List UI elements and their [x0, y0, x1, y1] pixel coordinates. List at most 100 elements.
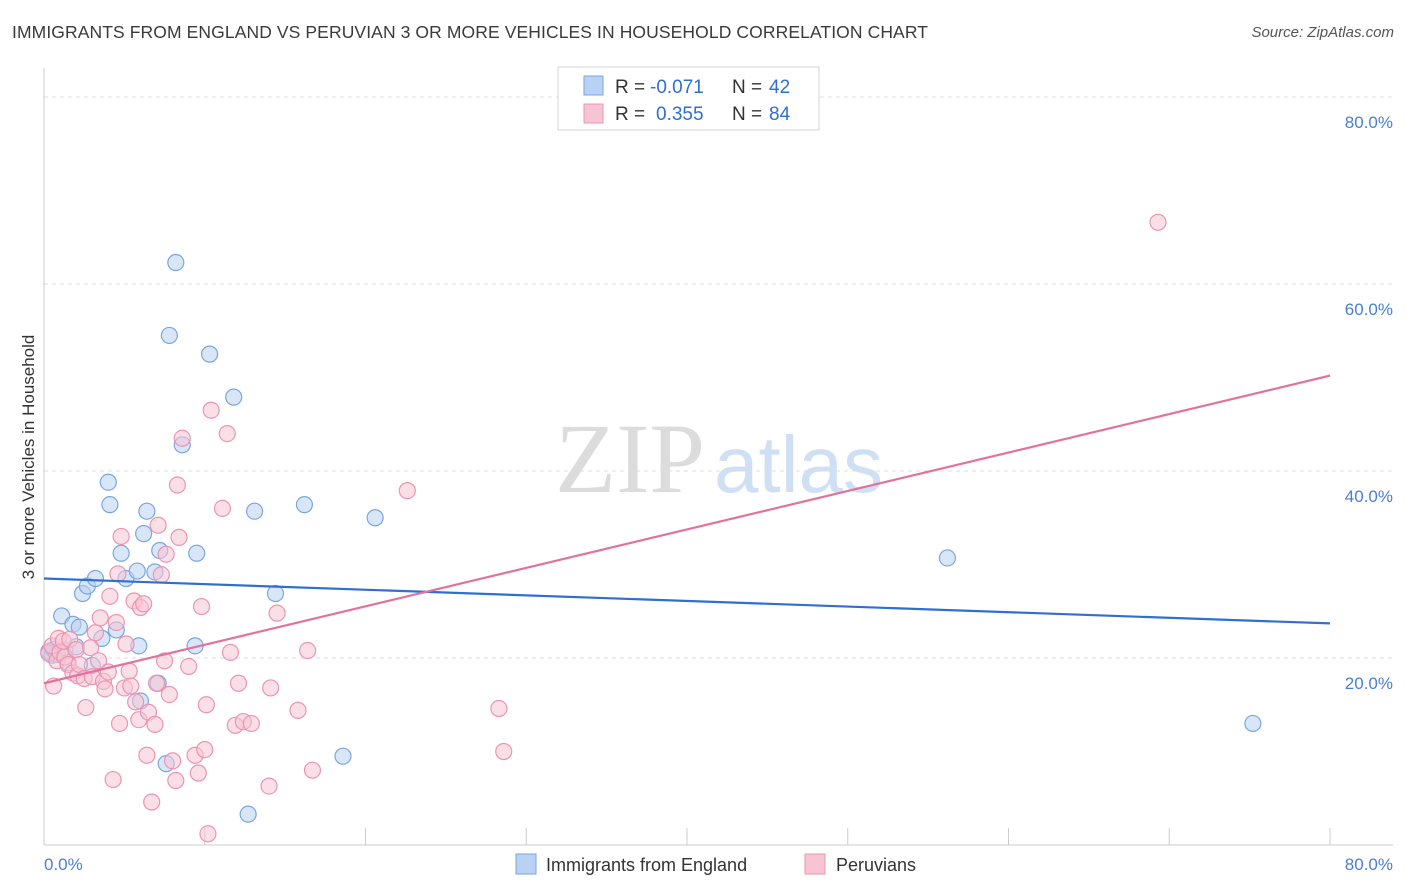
bottom-legend-label-england: Immigrants from England: [546, 855, 747, 875]
point-england: [112, 544, 130, 562]
legend-r-label-1: R =: [615, 77, 645, 98]
legend-swatch-blue: [583, 75, 604, 96]
legend-r-value-1: -0.071: [650, 77, 704, 98]
point-peruvian: [110, 714, 129, 733]
point-peruvian: [104, 770, 122, 789]
legend-n-label-2: N =: [732, 104, 762, 125]
point-peruvian: [135, 595, 153, 613]
trend-lines: [43, 374, 1331, 685]
point-peruvian: [1149, 213, 1167, 231]
gridlines: [44, 96, 1393, 659]
point-peruvian: [146, 715, 164, 733]
legend-swatch-pink: [583, 103, 604, 124]
trend-line-england: [43, 577, 1331, 625]
point-england: [138, 502, 156, 520]
correlation-legend: R = -0.071 N = 42 R = 0.355 N = 84: [557, 66, 820, 131]
point-england: [188, 544, 206, 562]
point-peruvian: [170, 528, 188, 546]
y-tick-label: 80.0%: [1345, 113, 1393, 132]
data-points: [40, 213, 1262, 843]
point-peruvian: [213, 499, 232, 517]
legend-n-value-2: 84: [769, 104, 791, 125]
point-peruvian: [202, 401, 220, 419]
legend-r-value-2: 0.355: [656, 104, 704, 125]
point-peruvian: [262, 679, 280, 697]
series-legend: Immigrants from England Peruvians: [515, 853, 916, 875]
point-peruvian: [218, 425, 236, 443]
point-england: [167, 253, 185, 272]
point-peruvian: [155, 652, 174, 670]
point-peruvian: [398, 482, 416, 500]
point-peruvian: [173, 429, 191, 447]
point-peruvian: [180, 657, 198, 676]
point-england: [295, 496, 314, 514]
point-peruvian: [197, 696, 215, 714]
point-peruvian: [152, 566, 170, 584]
bottom-legend-swatch-pink: [804, 853, 826, 875]
y-tick-label: 20.0%: [1345, 674, 1393, 693]
point-peruvian: [160, 685, 178, 704]
point-peruvian: [122, 677, 140, 695]
point-england: [128, 562, 146, 580]
point-england: [366, 509, 384, 527]
trend-line-peruvian: [43, 374, 1331, 685]
point-england: [70, 618, 88, 636]
point-peruvian: [490, 699, 508, 718]
point-peruvian: [164, 752, 182, 770]
point-peruvian: [268, 604, 286, 622]
point-england: [1244, 714, 1262, 733]
point-peruvian: [90, 652, 108, 670]
point-peruvian: [157, 545, 175, 563]
watermark-zip: ZIP: [555, 403, 705, 514]
y-tick-labels: 20.0% 40.0% 60.0% 80.0%: [1345, 113, 1393, 693]
point-peruvian: [299, 641, 317, 660]
point-peruvian: [167, 771, 185, 790]
point-england: [225, 388, 243, 406]
legend-r-label-2: R =: [615, 104, 645, 125]
point-england: [99, 473, 117, 491]
point-peruvian: [189, 764, 207, 782]
point-peruvian: [168, 476, 187, 494]
point-peruvian: [120, 662, 138, 680]
legend-n-value-1: 42: [769, 77, 790, 98]
y-tick-label: 40.0%: [1345, 487, 1393, 506]
point-england: [160, 326, 178, 345]
x-tick-label-min: 0.0%: [44, 855, 83, 874]
point-peruvian: [127, 693, 145, 711]
point-peruvian: [196, 741, 214, 759]
point-england: [245, 502, 264, 520]
point-peruvian: [149, 516, 167, 534]
y-axis-label: 3 or more Vehicles in Household: [19, 335, 38, 580]
point-peruvian: [101, 587, 119, 605]
point-peruvian: [289, 701, 307, 719]
point-peruvian: [242, 714, 260, 733]
point-peruvian: [192, 597, 211, 616]
axes: [43, 68, 1393, 846]
point-peruvian: [77, 698, 95, 717]
y-tick-label: 60.0%: [1345, 300, 1393, 319]
point-england: [135, 525, 153, 543]
point-peruvian: [86, 624, 105, 642]
point-peruvian: [303, 761, 322, 779]
point-england: [101, 496, 119, 514]
point-peruvian: [260, 777, 278, 795]
point-peruvian: [147, 674, 166, 692]
source-label: Source: ZipAtlas.com: [1251, 24, 1394, 41]
point-peruvian: [221, 643, 240, 661]
chart-title: IMMIGRANTS FROM ENGLAND VS PERUVIAN 3 OR…: [12, 22, 929, 42]
point-peruvian: [67, 640, 85, 659]
point-peruvian: [117, 635, 135, 653]
watermark-atlas: atlas: [714, 420, 883, 509]
point-peruvian: [199, 825, 217, 843]
point-peruvian: [91, 609, 109, 627]
point-peruvian: [229, 674, 248, 692]
x-ticks: [43, 828, 1331, 845]
point-peruvian: [138, 746, 156, 764]
bottom-legend-label-peruvians: Peruvians: [836, 855, 916, 875]
point-peruvian: [96, 680, 114, 698]
point-peruvian: [143, 793, 161, 811]
point-england: [239, 805, 257, 823]
point-peruvian: [495, 742, 513, 761]
point-england: [334, 747, 352, 765]
